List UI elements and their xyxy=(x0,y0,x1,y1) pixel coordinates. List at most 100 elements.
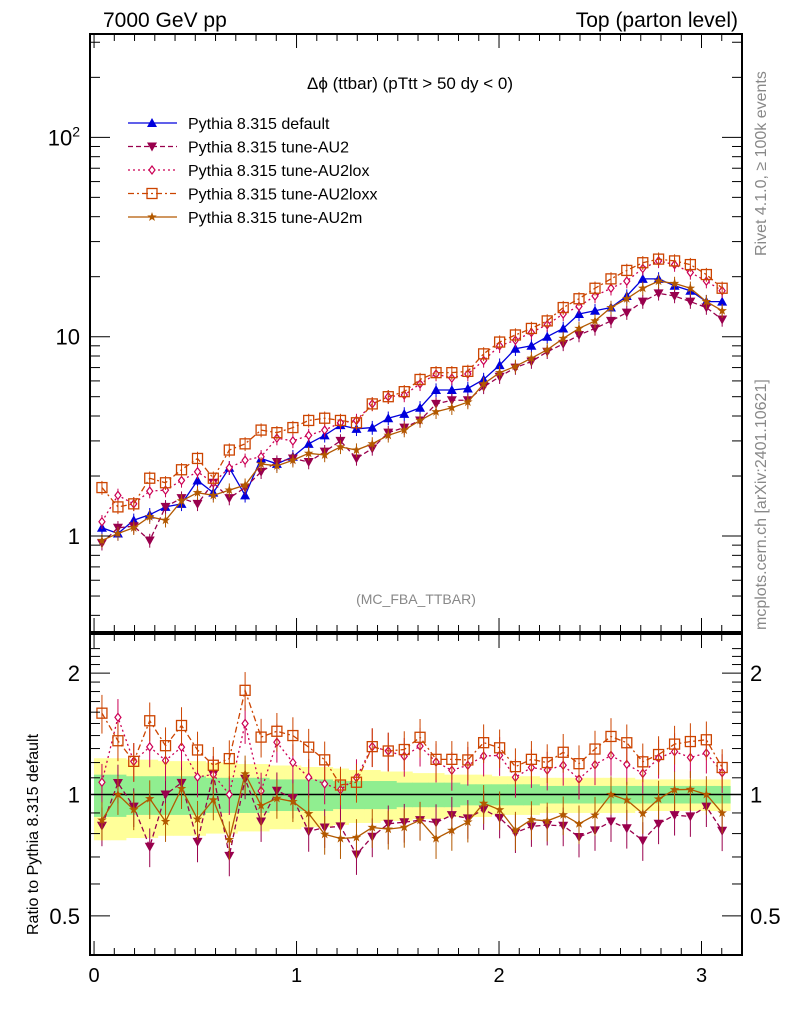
data-point xyxy=(303,458,314,468)
data-point xyxy=(176,495,187,505)
series-line xyxy=(101,278,723,535)
ratio-point xyxy=(159,740,172,752)
data-point xyxy=(223,444,235,456)
data-point xyxy=(208,490,219,500)
data-point xyxy=(685,283,696,293)
data-point xyxy=(591,291,599,302)
ratio-point xyxy=(224,834,235,844)
data-point xyxy=(114,490,122,501)
data-point xyxy=(112,501,124,513)
ratio-point xyxy=(669,784,680,794)
ratio-point xyxy=(366,740,378,753)
ratio-point xyxy=(175,719,188,732)
ratio-line xyxy=(101,771,723,842)
data-point xyxy=(446,367,458,379)
ratio-point xyxy=(463,817,473,827)
ratio-point xyxy=(589,743,601,755)
data-point xyxy=(574,323,584,333)
data-point xyxy=(240,480,250,490)
data-point xyxy=(303,414,315,427)
ratio-point xyxy=(239,684,251,696)
ratio-point xyxy=(128,804,139,814)
ratio-point xyxy=(684,735,697,748)
data-point xyxy=(700,268,713,281)
ratio-point xyxy=(637,756,649,768)
data-point xyxy=(288,455,298,465)
data-point xyxy=(334,414,347,427)
data-point xyxy=(717,315,728,325)
x-tick-label: 2 xyxy=(493,965,504,987)
header-right: Top (parton level) xyxy=(576,9,738,32)
data-point xyxy=(319,412,331,424)
analysis-label: (MC_FBA_TTBAR) xyxy=(356,591,476,607)
ratio-y-tick-label-right: 1 xyxy=(750,783,762,808)
ratio-point xyxy=(382,745,394,757)
data-point xyxy=(240,490,251,500)
legend-label: Pythia 8.315 tune-AU2m xyxy=(188,210,362,227)
data-point xyxy=(256,467,267,477)
data-point xyxy=(510,361,521,371)
data-point xyxy=(383,430,394,440)
ratio-point xyxy=(494,804,505,814)
ratio-point xyxy=(96,707,108,719)
data-point xyxy=(303,448,314,458)
ratio-point xyxy=(303,808,314,818)
ratio-point xyxy=(144,715,156,727)
data-point xyxy=(319,449,330,460)
ratio-point xyxy=(319,829,330,839)
data-point xyxy=(287,421,299,434)
ratio-point xyxy=(653,794,664,804)
ratio-point xyxy=(509,760,522,773)
data-point xyxy=(160,515,171,525)
ratio-series-group xyxy=(96,672,728,877)
data-point xyxy=(225,462,234,473)
ratio-point xyxy=(383,824,394,834)
data-point xyxy=(557,301,569,314)
data-point xyxy=(399,408,410,418)
ratio-y-tick-label-right: 0.5 xyxy=(750,904,781,929)
ratio-point xyxy=(160,790,171,800)
legend-marker xyxy=(146,187,158,200)
ratio-point xyxy=(637,836,648,846)
legend-item: Pythia 8.315 tune-AU2 xyxy=(128,140,349,157)
data-point xyxy=(192,487,203,497)
ratio-point xyxy=(97,815,107,825)
data-point xyxy=(97,535,107,545)
data-point xyxy=(509,329,522,341)
ratio-line xyxy=(101,774,723,856)
ratio-point xyxy=(304,772,313,783)
data-point xyxy=(652,253,665,265)
data-point xyxy=(145,486,154,497)
ratio-point xyxy=(287,729,299,742)
ratio-point xyxy=(526,814,537,824)
data-point xyxy=(175,464,188,476)
ratio-point xyxy=(668,738,681,750)
y-tick-label: 102 xyxy=(48,123,80,150)
data-point xyxy=(144,472,156,484)
data-point xyxy=(668,255,681,267)
data-point xyxy=(430,367,442,379)
series-line xyxy=(101,258,723,508)
data-point xyxy=(335,441,346,451)
ratio-point xyxy=(557,746,569,758)
data-point xyxy=(589,282,601,294)
ratio-point xyxy=(241,718,249,729)
data-point xyxy=(685,297,696,307)
data-point xyxy=(256,458,266,468)
ratio-point xyxy=(289,757,297,768)
ratio-point xyxy=(685,784,696,794)
data-point xyxy=(193,466,202,477)
ratio-point xyxy=(477,737,490,749)
ratio-point xyxy=(510,825,521,835)
ratio-pythia-8-315-tune-au2m xyxy=(97,755,727,861)
data-point xyxy=(192,499,203,509)
y-tick-label: 1 xyxy=(68,524,80,549)
data-point xyxy=(289,435,297,446)
data-point xyxy=(462,383,473,393)
ratio-point xyxy=(558,809,568,819)
data-point xyxy=(526,340,537,350)
data-point xyxy=(638,283,648,293)
data-point xyxy=(605,273,617,285)
data-point xyxy=(398,386,410,398)
ratio-point xyxy=(399,822,410,832)
